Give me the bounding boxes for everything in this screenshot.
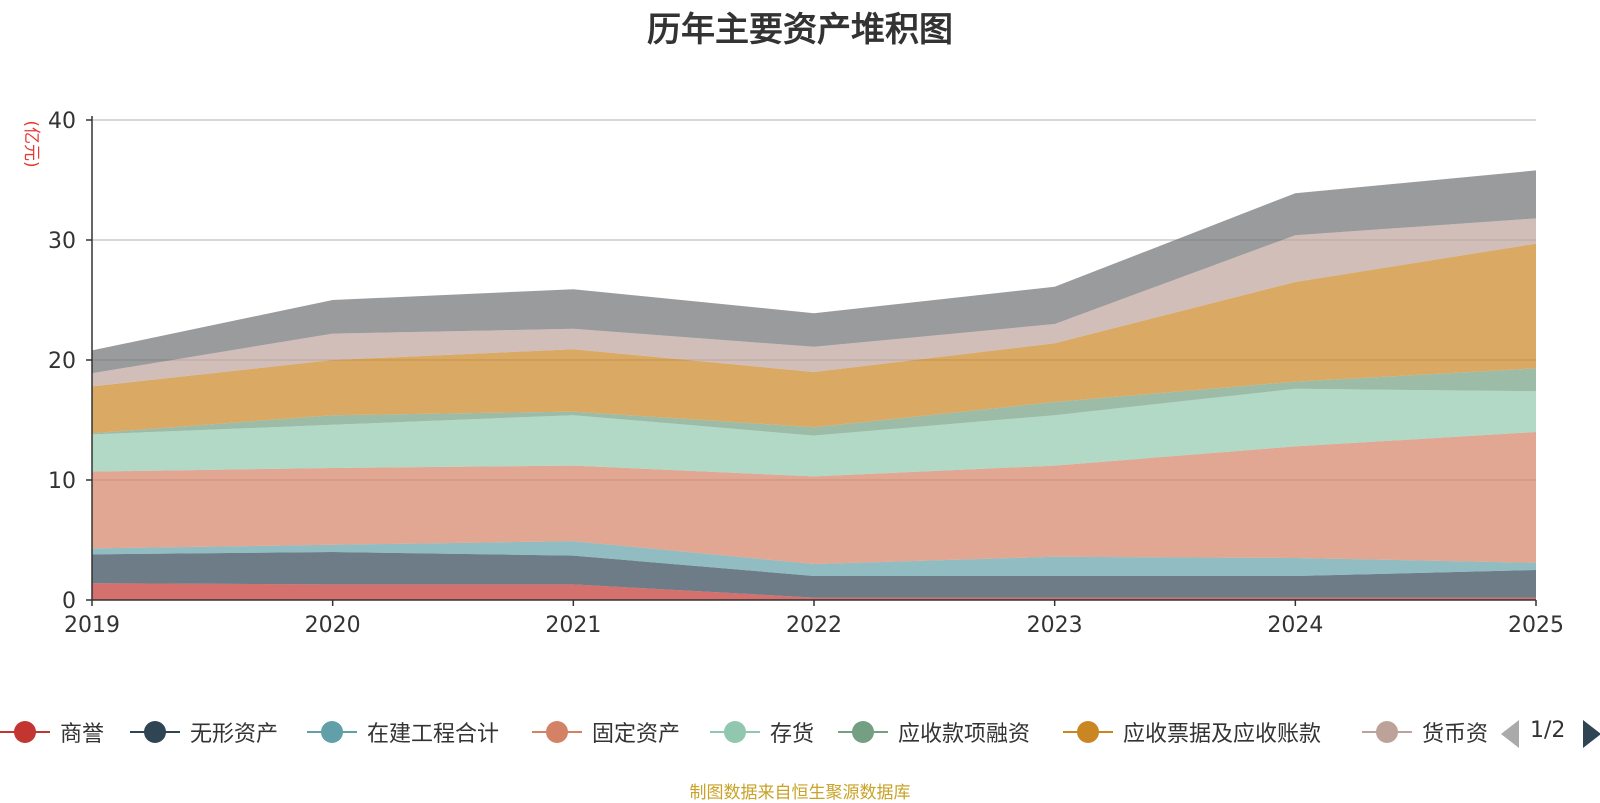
legend-marker-icon xyxy=(307,712,357,752)
legend-items: 商誉 无形资产 在建工程合计 固定资产 存货 应收款项融资 应收票据及应收账款 货币资金 xyxy=(0,712,1488,752)
y-tick-label: 0 xyxy=(62,589,76,614)
legend-label: 在建工程合计 xyxy=(367,722,500,747)
area-series xyxy=(92,170,1536,600)
y-tick-label: 40 xyxy=(48,109,76,134)
legend-label: 无形资产 xyxy=(190,722,279,747)
area-series-2[interactable] xyxy=(92,541,1536,576)
legend-marker-icon xyxy=(710,712,760,752)
area-series-5[interactable] xyxy=(92,368,1536,436)
x-tick-label: 2024 xyxy=(1267,613,1323,638)
legend-item[interactable]: 存货 xyxy=(710,712,814,752)
area-series-0[interactable] xyxy=(92,583,1536,600)
source-note: 制图数据来自恒生聚源数据库 xyxy=(689,783,911,803)
x-tick-label: 2021 xyxy=(545,613,601,638)
legend-marker-icon xyxy=(0,712,50,752)
area-series-4[interactable] xyxy=(92,388,1536,477)
legend-item[interactable]: 商誉 xyxy=(0,712,104,752)
legend-marker-icon xyxy=(1362,712,1412,752)
y-tick-label: 10 xyxy=(48,469,76,494)
legend-label: 应收款项融资 xyxy=(898,722,1031,747)
legend-item[interactable]: 在建工程合计 xyxy=(307,712,499,752)
area-series-3[interactable] xyxy=(92,432,1536,564)
chart-title: 历年主要资产堆积图 xyxy=(647,10,953,50)
y-axis-label: (亿元) xyxy=(21,120,41,167)
legend-item[interactable]: 应收票据及应收账款 xyxy=(1063,712,1321,752)
y-tick-label: 30 xyxy=(48,229,76,254)
legend: 商誉 无形资产 在建工程合计 固定资产 存货 应收款项融资 应收票据及应收账款 货币资金 1/… xyxy=(0,712,1600,752)
legend-marker-icon xyxy=(838,712,888,752)
area-series-6[interactable] xyxy=(92,243,1536,434)
legend-label: 存货 xyxy=(770,722,815,747)
legend-item[interactable]: 货币资金 xyxy=(1362,712,1488,752)
legend-marker-icon xyxy=(130,712,180,752)
legend-label: 固定资产 xyxy=(592,722,681,747)
axes: 0 10 20 30 40 2019 2020 2021 2022 2023 2024 2025 xyxy=(48,109,1564,638)
x-tick-label: 2025 xyxy=(1508,613,1564,638)
y-tick-label: 20 xyxy=(48,349,76,374)
area-series-1[interactable] xyxy=(92,552,1536,598)
legend-item[interactable]: 无形资产 xyxy=(130,712,278,752)
x-tick-label: 2020 xyxy=(305,613,361,638)
legend-marker-icon xyxy=(532,712,582,752)
legend-page-indicator: 1/2 xyxy=(1530,718,1566,743)
x-tick-label: 2019 xyxy=(64,613,120,638)
legend-item[interactable]: 应收款项融资 xyxy=(838,712,1030,752)
legend-label: 商誉 xyxy=(60,722,105,747)
legend-next-page-icon[interactable] xyxy=(1583,720,1600,748)
legend-marker-icon xyxy=(1063,712,1113,752)
area-series-8[interactable] xyxy=(92,170,1536,374)
legend-prev-page-icon[interactable] xyxy=(1501,720,1519,748)
x-tick-label: 2022 xyxy=(786,613,842,638)
x-tick-label: 2023 xyxy=(1027,613,1083,638)
legend-label: 货币资金 xyxy=(1422,722,1488,747)
legend-item[interactable]: 固定资产 xyxy=(532,712,680,752)
area-series-7[interactable] xyxy=(92,218,1536,387)
legend-label: 应收票据及应收账款 xyxy=(1123,722,1322,747)
